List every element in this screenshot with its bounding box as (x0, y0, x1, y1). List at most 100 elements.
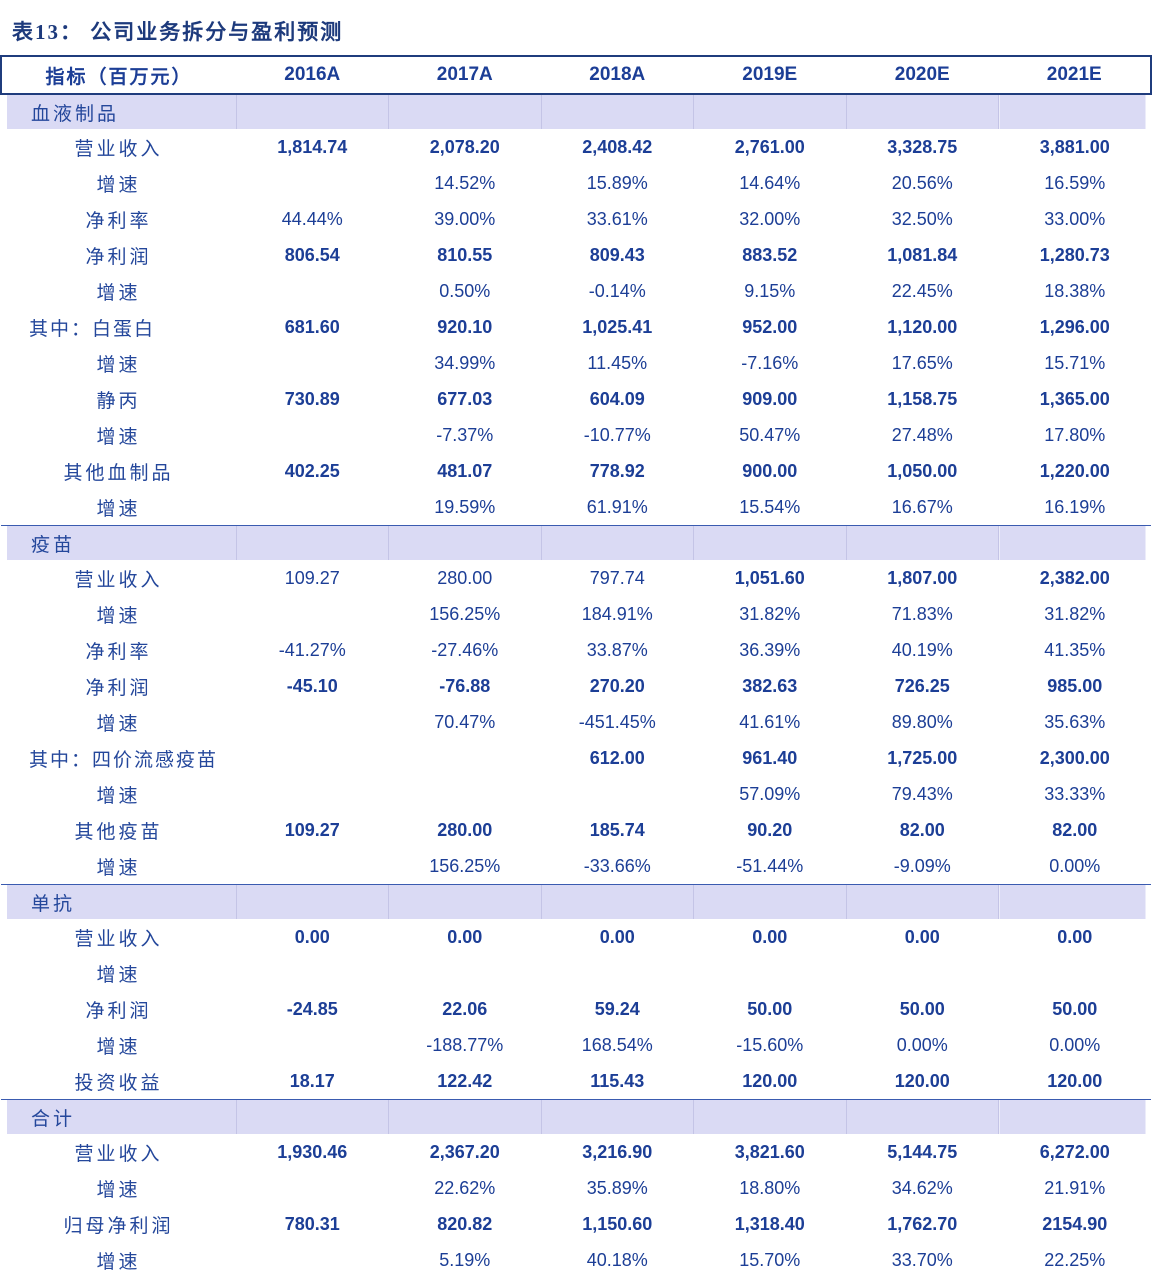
row-label: 其中：白蛋白 (29, 318, 156, 340)
table-row: 增速 -7.37% -10.77% 50.47% 27.48% 17.80% (1, 417, 1151, 453)
value-cell: -9.09% (893, 855, 951, 876)
row-label: 增速 (96, 785, 141, 807)
value-cell: 1,220.00 (1039, 460, 1110, 481)
value-cell: 0.00 (599, 926, 635, 947)
row-label: 增速 (96, 498, 141, 520)
row-label: 净利润 (85, 1000, 152, 1022)
value-cell: 5.19% (439, 1249, 491, 1270)
value-cell: 16.67% (891, 496, 953, 517)
section-band-cell (235, 1099, 389, 1134)
value-cell: 681.60 (284, 316, 340, 337)
value-cell: 156.25% (429, 603, 501, 624)
value-cell (236, 955, 389, 991)
value-cell: 27.48% (891, 424, 953, 445)
section-band-cell (845, 525, 999, 560)
value-cell: 33.70% (891, 1249, 953, 1270)
value-cell: 168.54% (581, 1034, 653, 1055)
table-row: 增速 19.59% 61.91% 15.54% 16.67% 16.19% (1, 489, 1151, 526)
section-band-cell (998, 525, 1151, 560)
value-cell: 70.47% (434, 711, 496, 732)
row-label: 其他血制品 (63, 462, 174, 484)
table-row: 归母净利润 780.31 820.82 1,150.60 1,318.40 1,762.7… (1, 1206, 1151, 1242)
value-cell: 0.00 (294, 926, 330, 947)
value-cell: 1,025.41 (582, 316, 653, 337)
value-cell: 50.00 (899, 998, 945, 1019)
value-cell: 280.00 (437, 567, 493, 588)
row-label: 增速 (96, 605, 141, 627)
value-cell: 40.18% (586, 1249, 648, 1270)
row-label: 净利率 (85, 641, 152, 663)
table-row: 其中：白蛋白 681.60 920.10 1,025.41 952.00 1,120.00… (1, 309, 1151, 345)
table-title: 表13： 公司业务拆分与盈利预测 (12, 20, 344, 44)
row-label: 增速 (96, 426, 141, 448)
table-row: 增速 5.19% 40.18% 15.70% 33.70% 22.25% (1, 1242, 1151, 1278)
section-label: 单抗 (1, 884, 236, 919)
section-band-cell (388, 525, 541, 560)
value-cell (236, 776, 389, 812)
value-cell (541, 776, 694, 812)
value-cell: 0.00 (904, 926, 940, 947)
section-band-cell (388, 884, 541, 919)
value-cell: 22.62% (434, 1177, 496, 1198)
section-band-cell (235, 93, 389, 129)
section-band-cell (998, 1099, 1151, 1134)
value-cell: 2,408.42 (582, 136, 653, 157)
value-cell: 18.38% (1044, 280, 1106, 301)
value-cell: 35.63% (1044, 711, 1106, 732)
value-cell: 2,078.20 (429, 136, 500, 157)
value-cell: 2,300.00 (1039, 747, 1110, 768)
value-cell: 730.89 (284, 388, 340, 409)
table-row: 净利润 -45.10 -76.88 270.20 382.63 726.25 985.00 (1, 668, 1151, 704)
value-cell: -0.14% (588, 280, 646, 301)
value-cell: 2,382.00 (1039, 567, 1110, 588)
value-cell: 5,144.75 (887, 1141, 958, 1162)
value-cell: 1,081.84 (887, 244, 958, 265)
header-row: 指标（百万元） 2016A 2017A 2018A 2019E 2020E 20… (0, 55, 1152, 95)
value-cell: 16.59% (1044, 172, 1106, 193)
table-row: 投资收益 18.17 122.42 115.43 120.00 120.00 120.00 (1, 1063, 1151, 1100)
table-row: 增速 14.52% 15.89% 14.64% 20.56% 16.59% (1, 165, 1151, 201)
value-cell: 89.80% (891, 711, 953, 732)
row-label: 增速 (96, 857, 141, 879)
section-label: 血液制品 (1, 93, 236, 129)
row-label: 营业收入 (74, 1143, 163, 1165)
value-cell (236, 1027, 389, 1063)
value-cell: 61.91% (586, 496, 648, 517)
value-cell: -451.45% (578, 711, 656, 732)
value-cell: 11.45% (587, 352, 648, 373)
value-cell: 22.25% (1044, 1249, 1106, 1270)
row-label: 营业收入 (74, 138, 163, 160)
value-cell: 50.00 (747, 998, 793, 1019)
value-cell: 820.82 (437, 1213, 493, 1234)
value-cell: 2154.90 (1042, 1213, 1108, 1234)
value-cell: 41.35% (1044, 639, 1106, 660)
row-label: 增速 (96, 282, 141, 304)
value-cell: 1,807.00 (887, 567, 958, 588)
value-cell: 1,051.60 (734, 567, 805, 588)
value-cell: 778.92 (589, 460, 645, 481)
value-cell: 31.82% (1044, 603, 1106, 624)
table-row: 其他血制品 402.25 481.07 778.92 900.00 1,050.00 1,2… (1, 453, 1151, 489)
value-cell (541, 955, 694, 991)
value-cell (236, 596, 389, 632)
value-cell: 22.45% (891, 280, 953, 301)
value-cell: 1,930.46 (277, 1141, 348, 1162)
row-label: 增速 (96, 1036, 141, 1058)
column-header-2017a: 2017A (388, 55, 541, 95)
value-cell: 382.63 (742, 675, 798, 696)
column-header-2020e: 2020E (846, 55, 999, 95)
section-row: 疫苗 (1, 525, 1151, 560)
value-cell: 604.09 (589, 388, 645, 409)
value-cell: 82.00 (1052, 819, 1098, 840)
table-row: 静丙 730.89 677.03 604.09 909.00 1,158.75 1,365.… (1, 381, 1151, 417)
row-label: 增速 (96, 1251, 141, 1273)
value-cell: 3,216.90 (582, 1141, 653, 1162)
value-cell: 18.17 (289, 1070, 335, 1091)
value-cell: -24.85 (286, 998, 338, 1019)
section-band-cell (540, 525, 694, 560)
value-cell: 22.06 (442, 998, 488, 1019)
value-cell: 82.00 (899, 819, 945, 840)
section-band-cell (845, 884, 999, 919)
value-cell: 50.47% (739, 424, 801, 445)
